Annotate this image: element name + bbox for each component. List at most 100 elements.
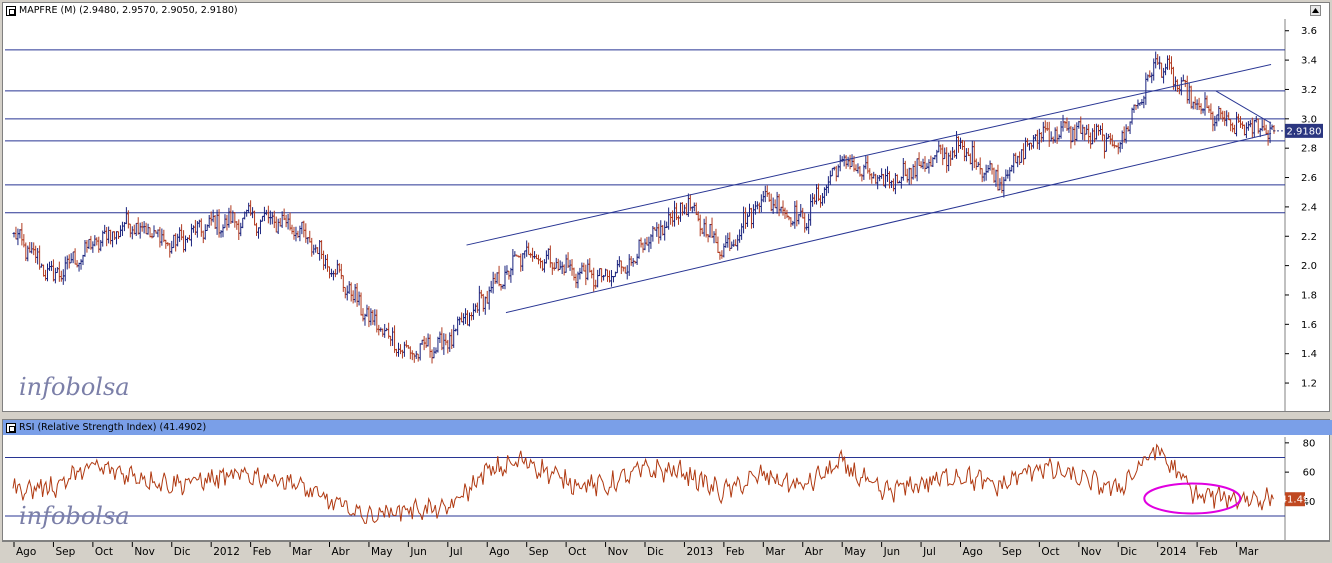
price-bar [286, 213, 290, 230]
price-bar [698, 214, 702, 237]
price-bar [574, 273, 578, 288]
price-bar [684, 203, 688, 216]
price-bar [479, 289, 483, 299]
price-bar [809, 194, 813, 226]
price-bar [1049, 131, 1053, 142]
price-bar [178, 227, 182, 242]
price-bar [71, 251, 75, 264]
price-bar [742, 206, 746, 234]
price-bar [113, 231, 117, 240]
price-bar [874, 173, 878, 184]
price-bar [1122, 126, 1126, 143]
price-bar [592, 267, 596, 292]
price-bar [511, 249, 515, 276]
price-bar [688, 194, 692, 211]
price-bar [69, 253, 73, 264]
rsi-chart-title-bar[interactable]: RSI (Relative Strength Index) (41.4902) [3, 420, 1332, 435]
price-bar [53, 267, 57, 284]
price-bar [235, 221, 239, 230]
price-bar [968, 153, 972, 165]
price-bar [1215, 114, 1219, 127]
x-tick-label: Mar [1239, 546, 1259, 558]
rsi-series-line [12, 443, 1274, 524]
price-bar [176, 233, 180, 247]
x-tick-label: Mar [292, 546, 312, 558]
price-bar [1126, 126, 1130, 132]
price-bar [732, 239, 736, 247]
price-bar [582, 262, 586, 272]
price-bar [1260, 119, 1264, 132]
price-bar [111, 231, 115, 248]
rsi-chart-plot[interactable]: 40 60 80 41.49 infobolsa [3, 420, 1329, 540]
trend-line [466, 64, 1272, 246]
price-bar [1238, 116, 1242, 128]
price-bar [960, 139, 964, 150]
price-bar [278, 217, 282, 227]
price-bar [398, 344, 402, 355]
rsi-y-tick-label: 80 [1303, 438, 1316, 449]
price-bar [59, 270, 63, 282]
price-bar [775, 191, 779, 214]
price-bar [418, 343, 422, 361]
price-bar [1031, 135, 1035, 149]
price-chart-title-bar[interactable]: MAPFRE (M) (2.9480, 2.9570, 2.9050, 2.91… [3, 3, 1299, 18]
price-bar [909, 167, 913, 185]
price-bar [400, 349, 404, 359]
price-bar [637, 239, 641, 259]
price-bar [262, 206, 266, 222]
price-bar [109, 229, 113, 245]
price-bar [116, 231, 120, 239]
price-bar [1195, 99, 1199, 111]
price-bar [471, 303, 475, 320]
price-bar [972, 141, 976, 169]
x-tick-label: Feb [253, 546, 272, 558]
price-bar [404, 340, 408, 348]
price-bar [189, 223, 193, 247]
price-bar [1177, 84, 1181, 95]
price-chart-pane[interactable]: MAPFRE (M) (2.9480, 2.9570, 2.9050, 2.91… [2, 2, 1330, 412]
price-bar [124, 207, 128, 225]
price-bar [749, 207, 753, 229]
price-bar [915, 158, 919, 182]
price-bar [503, 265, 507, 290]
price-bar [272, 210, 276, 229]
price-chart-plot[interactable]: 1.2 1.4 1.6 1.8 2.0 2.2 2.4 2.6 2.8 3.0 3.2 3.4 3.6 2… [3, 3, 1329, 411]
price-bar [87, 238, 91, 250]
price-bar [308, 230, 312, 243]
price-bar [1063, 120, 1067, 128]
price-bar [142, 221, 146, 234]
price-bar [523, 250, 527, 259]
price-bar [469, 312, 473, 321]
rsi-chart-pane[interactable]: RSI (Relative Strength Index) (41.4902) … [2, 419, 1332, 541]
price-bar [546, 248, 550, 260]
price-bar [680, 202, 684, 216]
price-bar [1173, 76, 1177, 92]
price-bar [962, 140, 966, 162]
price-bar [1246, 121, 1250, 131]
pane-maximize-button[interactable] [1310, 5, 1321, 16]
price-bar [974, 158, 978, 170]
price-bar [284, 214, 288, 228]
price-bar [381, 328, 385, 337]
price-bar [1014, 152, 1018, 164]
price-bar [714, 228, 718, 244]
price-bar [103, 224, 107, 234]
price-bar [609, 269, 613, 287]
price-bar [99, 239, 103, 252]
price-bar [744, 207, 748, 229]
price-bar [36, 248, 40, 265]
price-y-tick-label: 3.2 [1301, 85, 1317, 96]
price-bar [326, 254, 330, 272]
price-bar [882, 173, 886, 187]
price-bar [239, 222, 243, 237]
price-bar [495, 272, 499, 284]
price-y-tick-label: 1.6 [1301, 320, 1317, 331]
x-tick-label: 2012 [213, 546, 240, 558]
price-bar [793, 200, 797, 229]
price-bar [692, 202, 696, 212]
price-bar [1073, 124, 1077, 146]
price-bar [740, 223, 744, 240]
price-bar [643, 238, 647, 251]
price-bar [722, 243, 726, 258]
price-bar [148, 227, 152, 238]
